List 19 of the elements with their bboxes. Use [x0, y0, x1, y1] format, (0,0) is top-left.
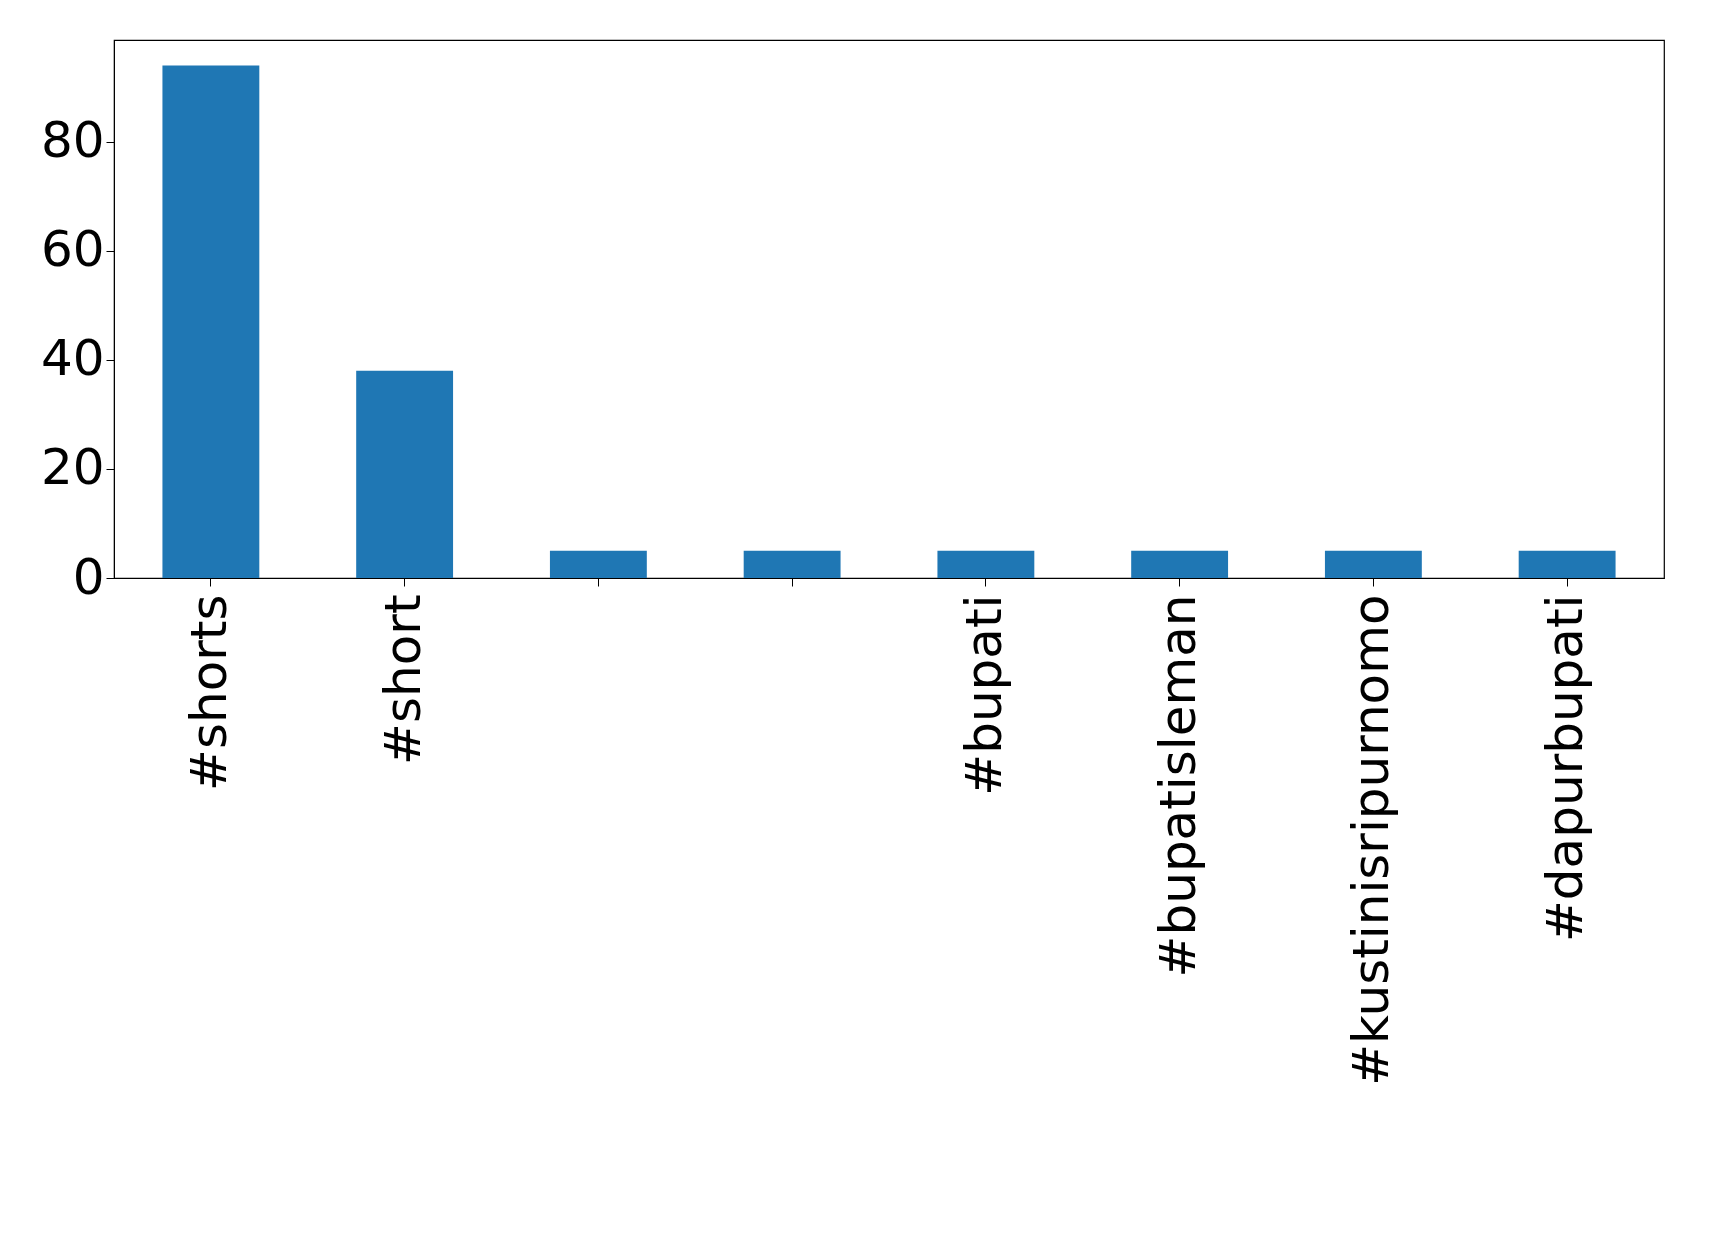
- x-tick-label: #shorts: [179, 594, 238, 791]
- bar: [1131, 550, 1229, 578]
- x-tick-label: #dapurbupati: [1536, 594, 1595, 943]
- y-tick-label: 40: [40, 329, 105, 388]
- y-tick-label: 80: [40, 111, 105, 170]
- bar: [162, 65, 260, 578]
- bar: [937, 550, 1035, 578]
- y-tick-label: 60: [40, 220, 105, 279]
- bar: [743, 550, 841, 578]
- bar: [549, 550, 647, 578]
- y-tick-label: 20: [40, 438, 105, 497]
- bar: [1518, 550, 1616, 578]
- x-tick-label: #short: [373, 594, 432, 765]
- x-tick-label: #bupati: [954, 594, 1013, 796]
- bar: [356, 370, 454, 578]
- y-tick-label: 0: [72, 547, 105, 606]
- x-tick-label: #bupatisleman: [1148, 594, 1207, 978]
- x-tick-label: #kustinisripurnomo: [1342, 594, 1401, 1086]
- bar: [1324, 550, 1422, 578]
